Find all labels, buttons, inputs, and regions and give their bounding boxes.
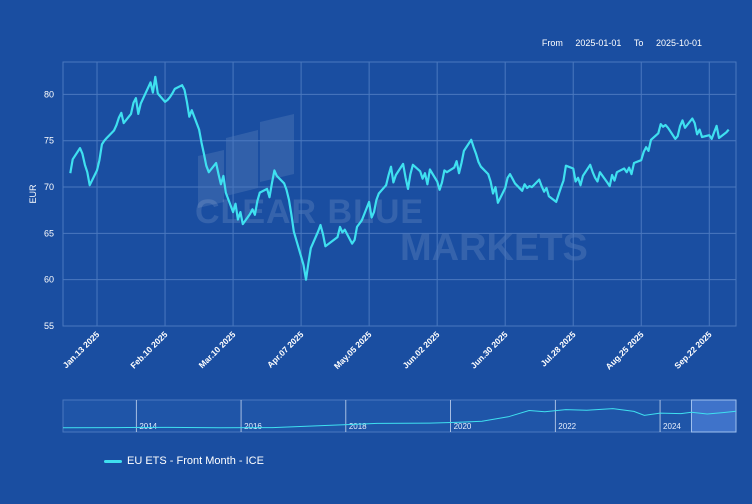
navigator-year-label: 2022 [558, 422, 576, 431]
y-tick-label: 60 [44, 275, 54, 285]
x-tick-label: Feb.10 2025 [128, 329, 169, 370]
y-tick-label: 65 [44, 228, 54, 238]
to-label: To [633, 38, 644, 48]
y-axis-title: EUR [28, 184, 38, 204]
navigator-year-label: 2014 [139, 422, 157, 431]
x-tick-label: May.05 2025 [332, 329, 374, 371]
navigator-series-line [62, 408, 737, 429]
legend-label: EU ETS - Front Month - ICE [127, 455, 264, 467]
from-label: From [541, 38, 563, 48]
navigator-year-label: 2024 [663, 422, 681, 431]
navigator[interactable] [62, 399, 737, 433]
x-tick-label: Apr.07 2025 [265, 329, 306, 370]
x-tick-label: Jul.28 2025 [538, 329, 577, 368]
to-date-input[interactable]: 2025-10-01 [655, 38, 702, 48]
x-tick-label: Mar.10 2025 [197, 329, 238, 370]
y-tick-label: 70 [44, 182, 54, 192]
legend[interactable]: EU ETS - Front Month - ICE [104, 455, 264, 467]
x-tick-label: Jan.13 2025 [61, 329, 102, 370]
navigator-year-label: 2016 [244, 422, 262, 431]
y-tick-label: 75 [44, 136, 54, 146]
date-range-selector: From 2025-01-01 To 2025-10-01 [538, 38, 702, 48]
from-date-input[interactable]: 2025-01-01 [575, 38, 622, 48]
x-tick-label: Sep.22 2025 [672, 329, 714, 371]
y-tick-label: 80 [44, 89, 54, 99]
y-tick-label: 55 [44, 321, 54, 331]
x-tick-label: Jun.02 2025 [400, 329, 441, 370]
navigator-selection[interactable] [690, 399, 737, 433]
x-tick-label: Jun.30 2025 [468, 329, 509, 370]
x-tick-label: Aug.25 2025 [603, 329, 645, 371]
navigator-year-label: 2018 [349, 422, 367, 431]
navigator-year-label: 2020 [454, 422, 472, 431]
legend-swatch [104, 459, 122, 463]
series-line-eu-ets [69, 75, 730, 281]
